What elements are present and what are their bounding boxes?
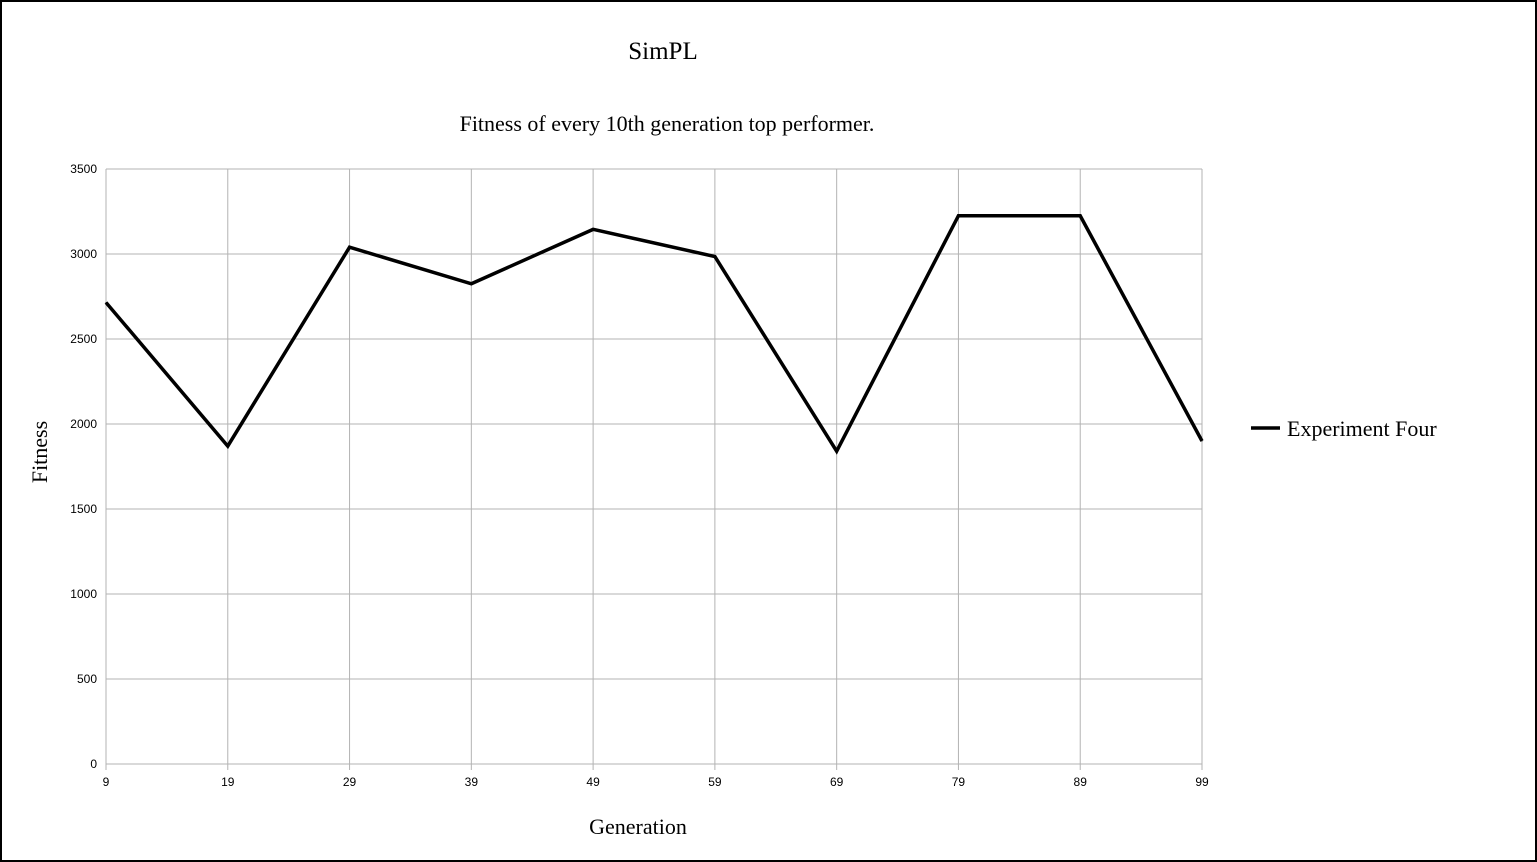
y-tick-label: 2500 (70, 332, 97, 346)
grid (105, 168, 1203, 770)
data-point (105, 301, 107, 303)
x-tick-label: 49 (586, 775, 600, 789)
x-tick-labels: 9 19 29 39 49 59 69 79 89 99 (103, 775, 1209, 789)
y-axis-label: Fitness (27, 421, 52, 483)
y-tick-label: 1500 (70, 502, 97, 516)
y-tick-label: 3500 (70, 162, 97, 176)
y-tick-label: 2000 (70, 417, 97, 431)
data-point (1201, 440, 1203, 442)
data-point (957, 215, 959, 217)
x-tick-label: 79 (952, 775, 966, 789)
x-tick-label: 39 (465, 775, 479, 789)
data-point (470, 283, 472, 285)
x-tick-label: 69 (830, 775, 844, 789)
data-point (836, 450, 838, 452)
y-tick-label: 3000 (70, 247, 97, 261)
chart-title: SimPL (628, 38, 697, 65)
legend: Experiment Four (1251, 416, 1437, 441)
x-tick-label: 59 (708, 775, 722, 789)
chart-subtitle: Fitness of every 10th generation top per… (460, 111, 875, 136)
x-tick-label: 99 (1195, 775, 1209, 789)
data-point (1079, 215, 1081, 217)
data-point (227, 445, 229, 447)
legend-label: Experiment Four (1287, 416, 1437, 441)
data-point (349, 246, 351, 248)
y-tick-label: 500 (77, 672, 97, 686)
y-tick-label: 1000 (70, 587, 97, 601)
x-tick-label: 19 (221, 775, 235, 789)
data-point (714, 256, 716, 258)
y-tick-labels: 0 500 1000 1500 2000 2500 3000 3500 (70, 162, 97, 771)
x-tick-label: 29 (343, 775, 357, 789)
y-tick-label: 0 (90, 757, 97, 771)
x-axis-label: Generation (589, 814, 687, 839)
x-tick-label: 9 (103, 775, 110, 789)
x-tick-label: 89 (1074, 775, 1088, 789)
series-line (104, 214, 1204, 455)
data-point (592, 228, 594, 230)
series-layer (104, 214, 1204, 455)
